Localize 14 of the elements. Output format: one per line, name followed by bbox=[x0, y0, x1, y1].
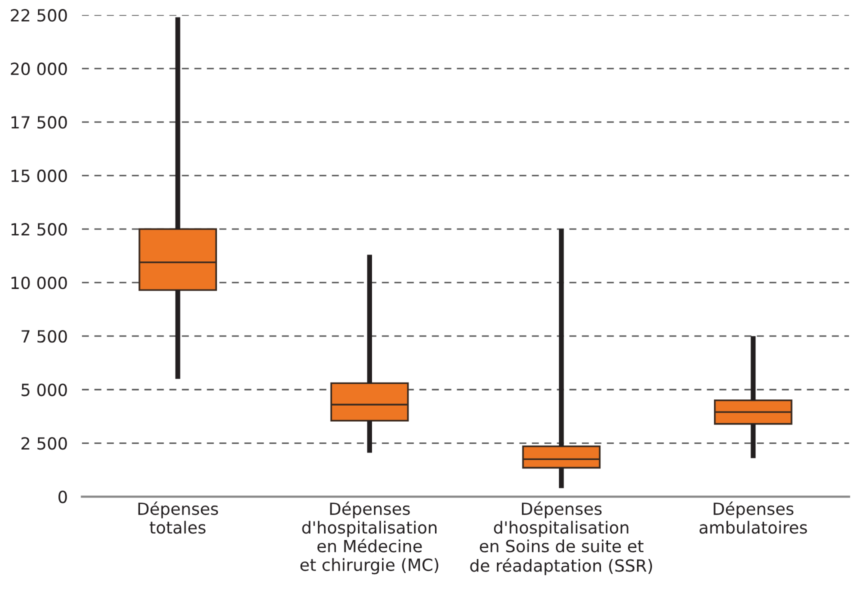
x-tick-label: Dépenses ambulatoires bbox=[700, 502, 807, 534]
y-tick-label: 2 500 bbox=[22, 437, 67, 450]
y-tick-label: 22 500 bbox=[10, 9, 67, 22]
y-tick-label: 7 500 bbox=[22, 330, 67, 343]
x-tick-label: Dépenses totales bbox=[138, 502, 218, 534]
y-tick-label: 17 500 bbox=[12, 116, 67, 129]
y-tick-label: 5 000 bbox=[22, 384, 67, 396]
y-tick-label: 0 bbox=[58, 490, 67, 504]
x-tick-label: Dépenses d'hospitalisation en Soins de suite et de réadaptation (SSR) bbox=[470, 502, 652, 576]
x-tick-label: Dépenses d'hospitalisation en Médecine et chirurgie (MC) bbox=[300, 502, 438, 574]
y-tick-label: 12 500 bbox=[12, 223, 67, 236]
y-tick-label: 15 000 bbox=[12, 170, 67, 182]
y-tick-label: 20 000 bbox=[10, 62, 67, 76]
y-tick-label: 10 000 bbox=[12, 276, 67, 290]
